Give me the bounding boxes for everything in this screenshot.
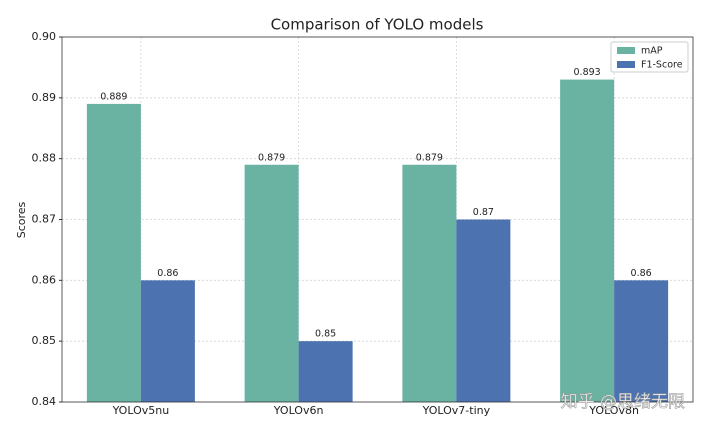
bar (244, 164, 299, 402)
value-label: 0.86 (631, 268, 652, 279)
value-label: 0.889 (100, 91, 127, 102)
y-tick-label: 0.85 (32, 334, 57, 347)
y-tick-label: 0.87 (32, 213, 57, 226)
bar (86, 103, 141, 403)
y-tick-label: 0.89 (32, 91, 57, 104)
legend-swatch (617, 47, 635, 54)
bar (402, 164, 457, 402)
bar (298, 341, 353, 402)
value-label: 0.879 (258, 152, 285, 163)
value-label: 0.86 (157, 268, 178, 279)
value-label: 0.85 (315, 329, 336, 340)
legend-label: F1-Score (641, 60, 683, 71)
value-label: 0.87 (473, 207, 494, 218)
legend-label: mAP (641, 46, 663, 57)
value-label: 0.893 (574, 67, 601, 78)
bar (560, 79, 615, 402)
bar (614, 280, 669, 402)
bar (456, 219, 511, 402)
x-tick-label: YOLOv7-tiny (422, 404, 491, 417)
bar (140, 280, 195, 402)
y-tick-label: 0.90 (32, 30, 57, 43)
x-tick-label: YOLOv6n (273, 404, 324, 417)
watermark: 知乎 @思绪无限 (561, 392, 685, 412)
y-axis-label: Scores (15, 201, 28, 238)
y-tick-label: 0.86 (32, 273, 57, 286)
plot-frame (61, 36, 694, 403)
legend-swatch (617, 61, 635, 68)
x-tick-label: YOLOv5nu (112, 404, 170, 417)
y-tick-label: 0.84 (32, 395, 57, 408)
value-label: 0.879 (416, 152, 443, 163)
x-tick-label: YOLOv8n (588, 404, 639, 417)
y-tick-label: 0.88 (32, 152, 57, 165)
chart-title: Comparison of YOLO models (271, 16, 484, 34)
